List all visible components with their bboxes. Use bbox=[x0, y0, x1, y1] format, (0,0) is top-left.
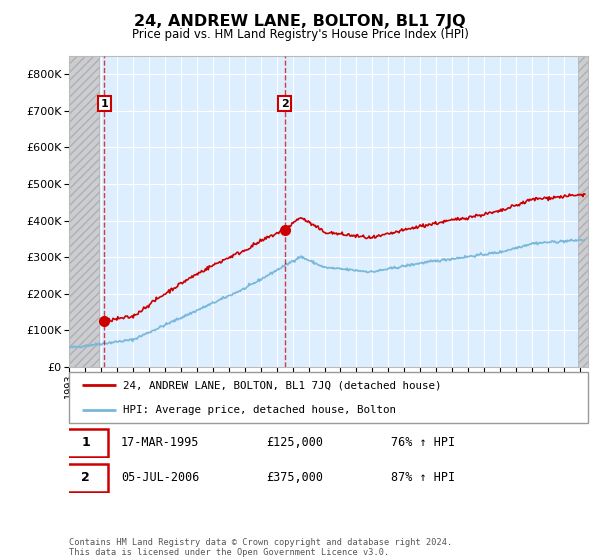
FancyBboxPatch shape bbox=[64, 428, 108, 457]
Text: 24, ANDREW LANE, BOLTON, BL1 7JQ (detached house): 24, ANDREW LANE, BOLTON, BL1 7JQ (detach… bbox=[124, 380, 442, 390]
FancyBboxPatch shape bbox=[64, 464, 108, 492]
Text: 1: 1 bbox=[100, 99, 108, 109]
Text: 2: 2 bbox=[82, 472, 90, 484]
Text: 2: 2 bbox=[281, 99, 289, 109]
Text: £125,000: £125,000 bbox=[266, 436, 323, 449]
Text: Price paid vs. HM Land Registry's House Price Index (HPI): Price paid vs. HM Land Registry's House … bbox=[131, 28, 469, 41]
Bar bbox=[69, 56, 98, 367]
FancyBboxPatch shape bbox=[69, 372, 588, 423]
Text: 05-JUL-2006: 05-JUL-2006 bbox=[121, 472, 199, 484]
Text: 1: 1 bbox=[82, 436, 90, 449]
Text: 24, ANDREW LANE, BOLTON, BL1 7JQ: 24, ANDREW LANE, BOLTON, BL1 7JQ bbox=[134, 14, 466, 29]
Text: HPI: Average price, detached house, Bolton: HPI: Average price, detached house, Bolt… bbox=[124, 405, 397, 415]
Text: 76% ↑ HPI: 76% ↑ HPI bbox=[391, 436, 455, 449]
Text: 17-MAR-1995: 17-MAR-1995 bbox=[121, 436, 199, 449]
Bar bbox=[578, 56, 588, 367]
Text: Contains HM Land Registry data © Crown copyright and database right 2024.
This d: Contains HM Land Registry data © Crown c… bbox=[69, 538, 452, 557]
Text: 87% ↑ HPI: 87% ↑ HPI bbox=[391, 472, 455, 484]
Text: £375,000: £375,000 bbox=[266, 472, 323, 484]
